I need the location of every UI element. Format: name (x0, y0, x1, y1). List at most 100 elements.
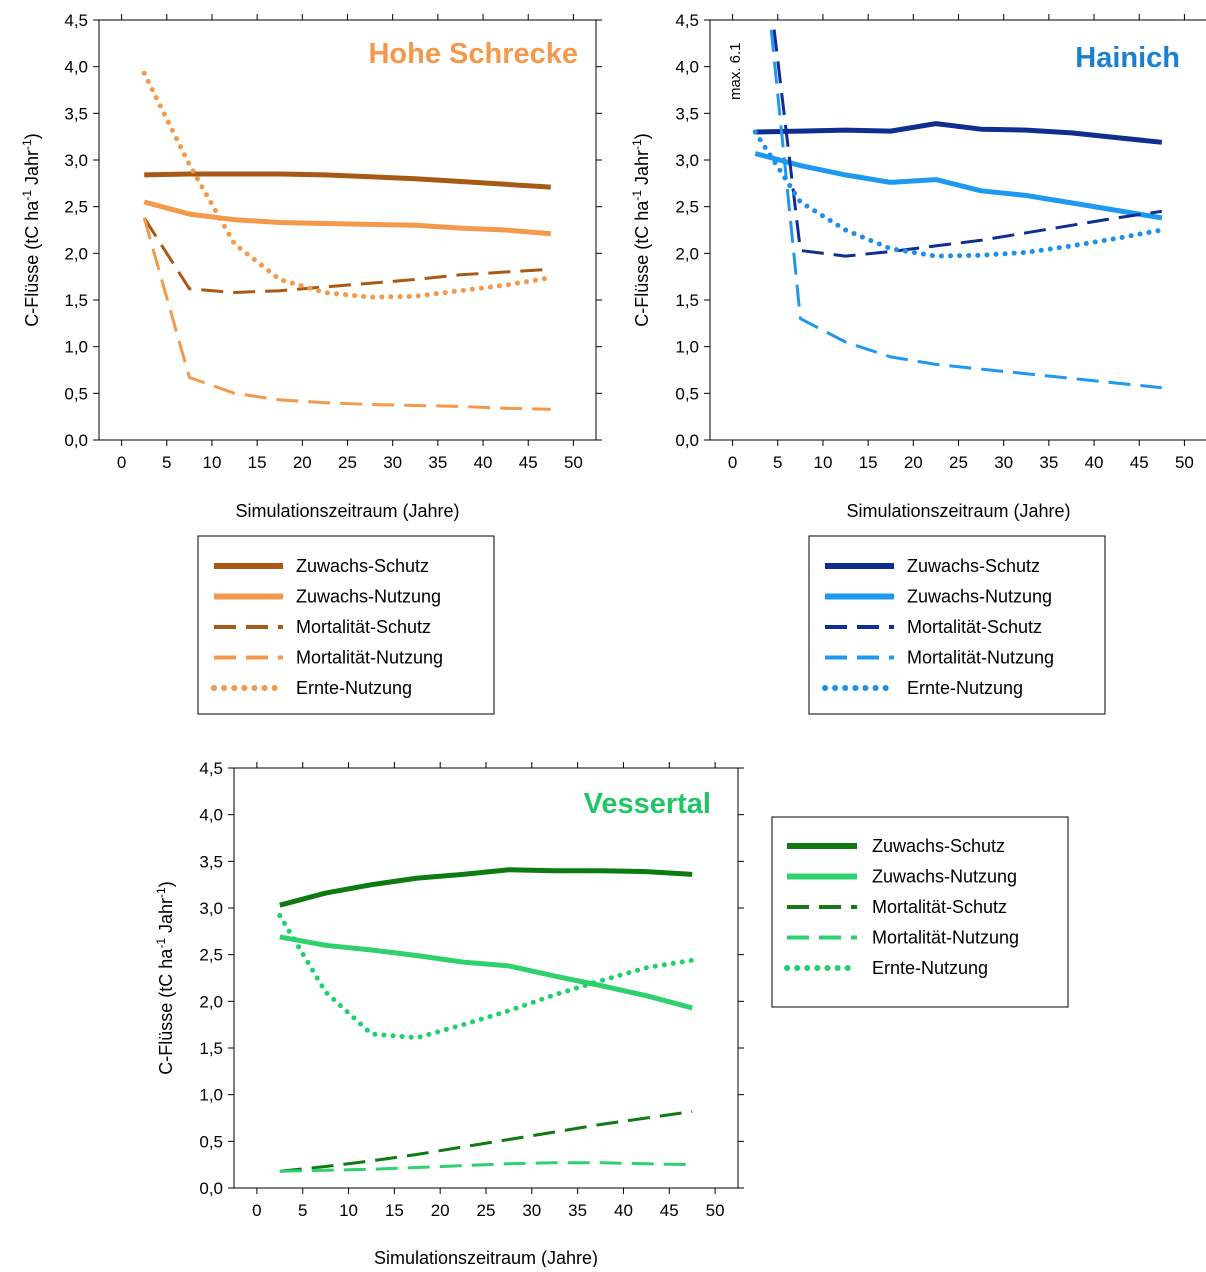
y-tick-label: 4,5 (675, 11, 699, 30)
y-tick-label: 4,0 (199, 806, 223, 825)
y-tick-label: 3,0 (64, 151, 88, 170)
legend-label: Zuwachs-Nutzung (872, 867, 1017, 887)
x-tick-label: 20 (293, 453, 312, 472)
y-tick-label: 0,0 (675, 431, 699, 450)
series-line-ernte-nutzung (277, 913, 695, 1041)
x-tick-label: 25 (477, 1201, 496, 1220)
y-tick-label: 1,5 (199, 1039, 223, 1058)
y-tick-label: 4,0 (64, 58, 88, 77)
legend-label: Zuwachs-Schutz (296, 556, 429, 576)
y-tick-label: 1,5 (64, 291, 88, 310)
y-tick-label: 3,0 (199, 899, 223, 918)
legend-label: Mortalität-Schutz (296, 617, 431, 637)
x-tick-label: 15 (248, 453, 267, 472)
x-tick-label: 10 (202, 453, 221, 472)
legend: Zuwachs-Schutz Zuwachs-Nutzung Mortalität-… (197, 535, 495, 715)
x-tick-label: 25 (338, 453, 357, 472)
y-tick-label: 3,5 (675, 104, 699, 123)
series-line-zuwachs-schutz (279, 867, 693, 908)
y-tick-label: 0,5 (675, 384, 699, 403)
y-tick-label: 2,5 (64, 198, 88, 217)
x-tick-label: 35 (428, 453, 447, 472)
x-tick-label: 50 (706, 1201, 725, 1220)
series-line-zuwachs-nutzung (754, 151, 1163, 221)
series-line-mortalit-t-schutz (279, 1110, 693, 1173)
x-axis-label: Simulationszeitraum (Jahre) (846, 501, 1070, 521)
series-line-mortalit-t-nutzung (142, 217, 551, 411)
series-lines (752, 20, 1165, 390)
chart-3: 0,0 0,5 1,0 1,5 2,0 2,5 3,0 3,5 4,0 4,5 0 5 10 15 20 25… (154, 759, 1069, 1268)
y-tick-label: 4,0 (675, 58, 699, 77)
x-axis-label: Simulationszeitraum (Jahre) (235, 501, 459, 521)
legend-label: Zuwachs-Nutzung (907, 587, 1052, 607)
legend-label: Zuwachs-Schutz (907, 556, 1040, 576)
y-tick-label: 1,0 (199, 1086, 223, 1105)
y-tick-label: 2,0 (675, 244, 699, 263)
x-tick-label: 40 (1085, 453, 1104, 472)
x-tick-label: 20 (904, 453, 923, 472)
chart-title: Hainich (1075, 42, 1180, 74)
series-lines (141, 70, 554, 411)
series-line-mortalit-t-schutz (771, 20, 1163, 258)
series-line-mortalit-t-nutzung (768, 20, 1162, 390)
chart-title: Hohe Schrecke (368, 38, 578, 70)
x-tick-label: 30 (994, 453, 1013, 472)
legend-label: Ernte-Nutzung (296, 678, 412, 698)
x-tick-label: 5 (773, 453, 782, 472)
y-tick-label: 4,5 (64, 11, 88, 30)
y-tick-label: 2,5 (675, 198, 699, 217)
chart-2: 0,0 0,5 1,0 1,5 2,0 2,5 3,0 3,5 4,0 4,5 0 5 10 15 20 25… (630, 11, 1206, 715)
y-tick-label: 1,0 (64, 338, 88, 357)
x-tick-label: 10 (339, 1201, 358, 1220)
chart-1: 0,0 0,5 1,0 1,5 2,0 2,5 3,0 3,5 4,0 4,5 0 5 10 15 20 25… (20, 11, 602, 715)
x-tick-label: 45 (519, 453, 538, 472)
y-tick-label: 1,5 (675, 291, 699, 310)
series-line-mortalit-t-schutz (142, 217, 551, 294)
series-line-zuwachs-nutzung (279, 934, 693, 1011)
x-tick-label: 0 (728, 453, 737, 472)
series-line-ernte-nutzung (752, 129, 1165, 259)
legend-label: Mortalität-Nutzung (872, 928, 1019, 948)
x-tick-label: 40 (474, 453, 493, 472)
series-line-zuwachs-nutzung (143, 199, 552, 237)
legend: Zuwachs-Schutz Zuwachs-Nutzung Mortalität-… (771, 816, 1069, 1008)
y-tick-label: 3,5 (64, 104, 88, 123)
legend-label: Mortalität-Nutzung (907, 648, 1054, 668)
x-tick-label: 50 (564, 453, 583, 472)
legend-label: Ernte-Nutzung (872, 958, 988, 978)
x-tick-label: 5 (298, 1201, 307, 1220)
x-tick-label: 30 (383, 453, 402, 472)
y-axis-label: C-Flüsse (tC ha-1 Jahr-1) (20, 133, 42, 326)
x-tick-label: 15 (385, 1201, 404, 1220)
y-tick-label: 0,5 (199, 1132, 223, 1151)
y-tick-label: 0,5 (64, 384, 88, 403)
x-tick-label: 35 (568, 1201, 587, 1220)
x-tick-label: 15 (859, 453, 878, 472)
y-tick-label: 0,0 (199, 1179, 223, 1198)
plot-frame (709, 19, 1206, 441)
legend-label: Zuwachs-Nutzung (296, 587, 441, 607)
legend-label: Mortalität-Nutzung (296, 648, 443, 668)
x-tick-label: 45 (1130, 453, 1149, 472)
x-tick-label: 0 (252, 1201, 261, 1220)
x-tick-label: 10 (813, 453, 832, 472)
y-axis-label: C-Flüsse (tC ha-1 Jahr-1) (154, 881, 176, 1074)
x-tick-label: 0 (117, 453, 126, 472)
legend-label: Zuwachs-Schutz (872, 836, 1005, 856)
y-tick-label: 2,0 (64, 244, 88, 263)
series-lines (277, 867, 695, 1173)
x-tick-label: 50 (1175, 453, 1194, 472)
x-tick-label: 35 (1039, 453, 1058, 472)
x-tick-label: 40 (614, 1201, 633, 1220)
x-tick-label: 25 (949, 453, 968, 472)
x-tick-label: 20 (431, 1201, 450, 1220)
y-tick-label: 3,0 (675, 151, 699, 170)
x-tick-label: 30 (522, 1201, 541, 1220)
x-tick-label: 45 (660, 1201, 679, 1220)
x-tick-label: 5 (162, 453, 171, 472)
y-tick-label: 3,5 (199, 852, 223, 871)
x-axis-label: Simulationszeitraum (Jahre) (374, 1248, 598, 1267)
series-line-zuwachs-schutz (755, 121, 1163, 145)
chart-title: Vessertal (584, 788, 711, 820)
